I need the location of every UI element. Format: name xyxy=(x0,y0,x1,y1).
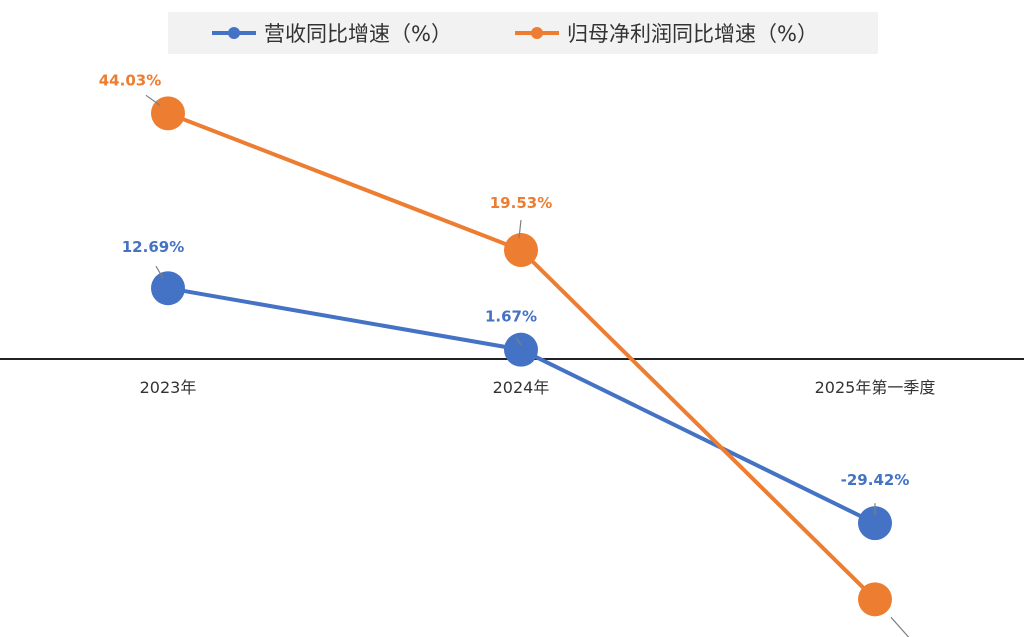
legend-swatch-marker xyxy=(531,27,543,39)
data-labels: 12.69%1.67%-29.42%44.03%19.53%-43.07% xyxy=(99,71,910,489)
legend-swatch-marker xyxy=(228,27,240,39)
x-axis-tick-labels: 2023年 2024年 2025年第一季度 xyxy=(140,378,936,397)
series-markers xyxy=(145,94,910,637)
data-point-marker xyxy=(858,506,892,541)
x-tick-label: 2025年第一季度 xyxy=(815,378,936,397)
data-point-marker xyxy=(504,332,538,367)
x-tick-label: 2024年 xyxy=(493,378,550,397)
x-tick-label: 2023年 xyxy=(140,378,197,397)
data-label: 44.03% xyxy=(99,71,161,89)
label-leader-line xyxy=(518,219,522,239)
legend-entry-label: 营收同比增速（%） xyxy=(264,22,452,46)
label-leader-line xyxy=(145,94,161,106)
label-leader-line xyxy=(155,265,164,279)
data-label: -29.42% xyxy=(841,471,910,489)
data-label: 1.67% xyxy=(485,308,537,326)
data-point-marker xyxy=(151,96,185,131)
legend-entry-label: 归母净利润同比增速（%） xyxy=(567,22,818,46)
legend: 营收同比增速（%） 归母净利润同比增速（%） xyxy=(168,12,878,54)
label-leader-line xyxy=(890,616,910,637)
data-point-marker xyxy=(151,271,185,306)
data-label: 12.69% xyxy=(122,238,184,256)
data-label: 19.53% xyxy=(490,194,552,212)
label-leader-line xyxy=(515,337,522,346)
data-point-marker xyxy=(858,582,892,617)
data-point-marker xyxy=(504,233,538,268)
